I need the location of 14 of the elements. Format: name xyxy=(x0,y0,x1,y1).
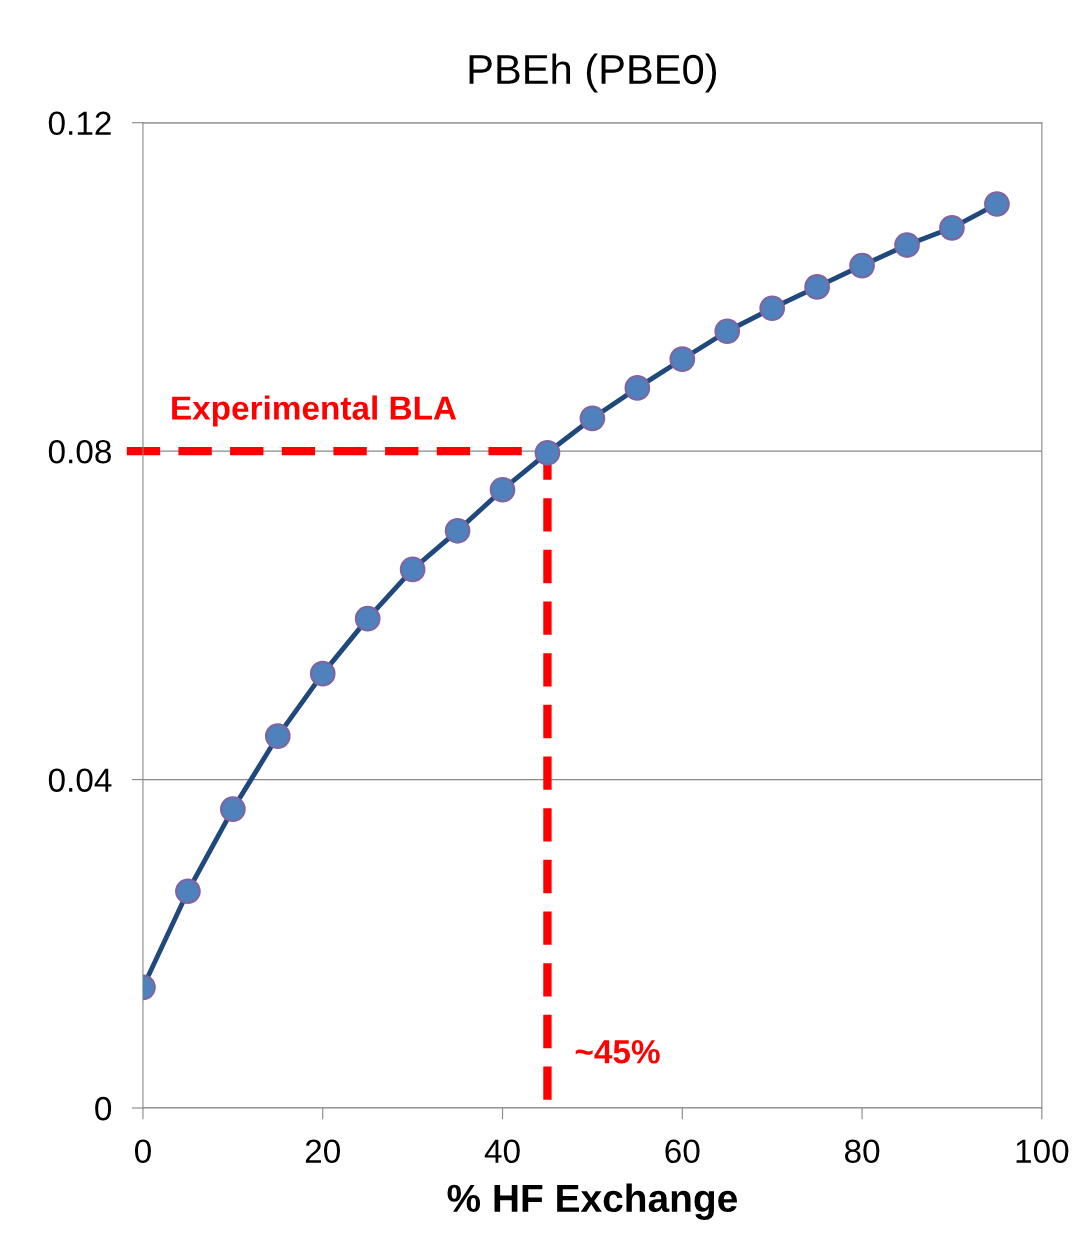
x-tick-label: 80 xyxy=(844,1139,880,1164)
x-tick-label: 100 xyxy=(1016,1139,1069,1164)
y-tick-label: 0.08 xyxy=(48,439,111,464)
y-tick-label: 0.12 xyxy=(48,111,111,136)
x-tick-label: 0 xyxy=(134,1139,151,1164)
y-tick-label: 0.04 xyxy=(48,768,112,792)
ref-line-label: Experimental BLA xyxy=(172,395,457,427)
x-axis-title: % HF Exchange xyxy=(447,1183,737,1220)
x-tick-label: 40 xyxy=(484,1139,520,1164)
chart-title: PBEh (PBE0) xyxy=(469,53,717,93)
y-tick-label: 0 xyxy=(95,1096,112,1121)
x-tick-label: 60 xyxy=(665,1139,700,1164)
ref-line-label: ~45% xyxy=(575,1040,660,1064)
x-tick-label: 20 xyxy=(305,1139,340,1164)
